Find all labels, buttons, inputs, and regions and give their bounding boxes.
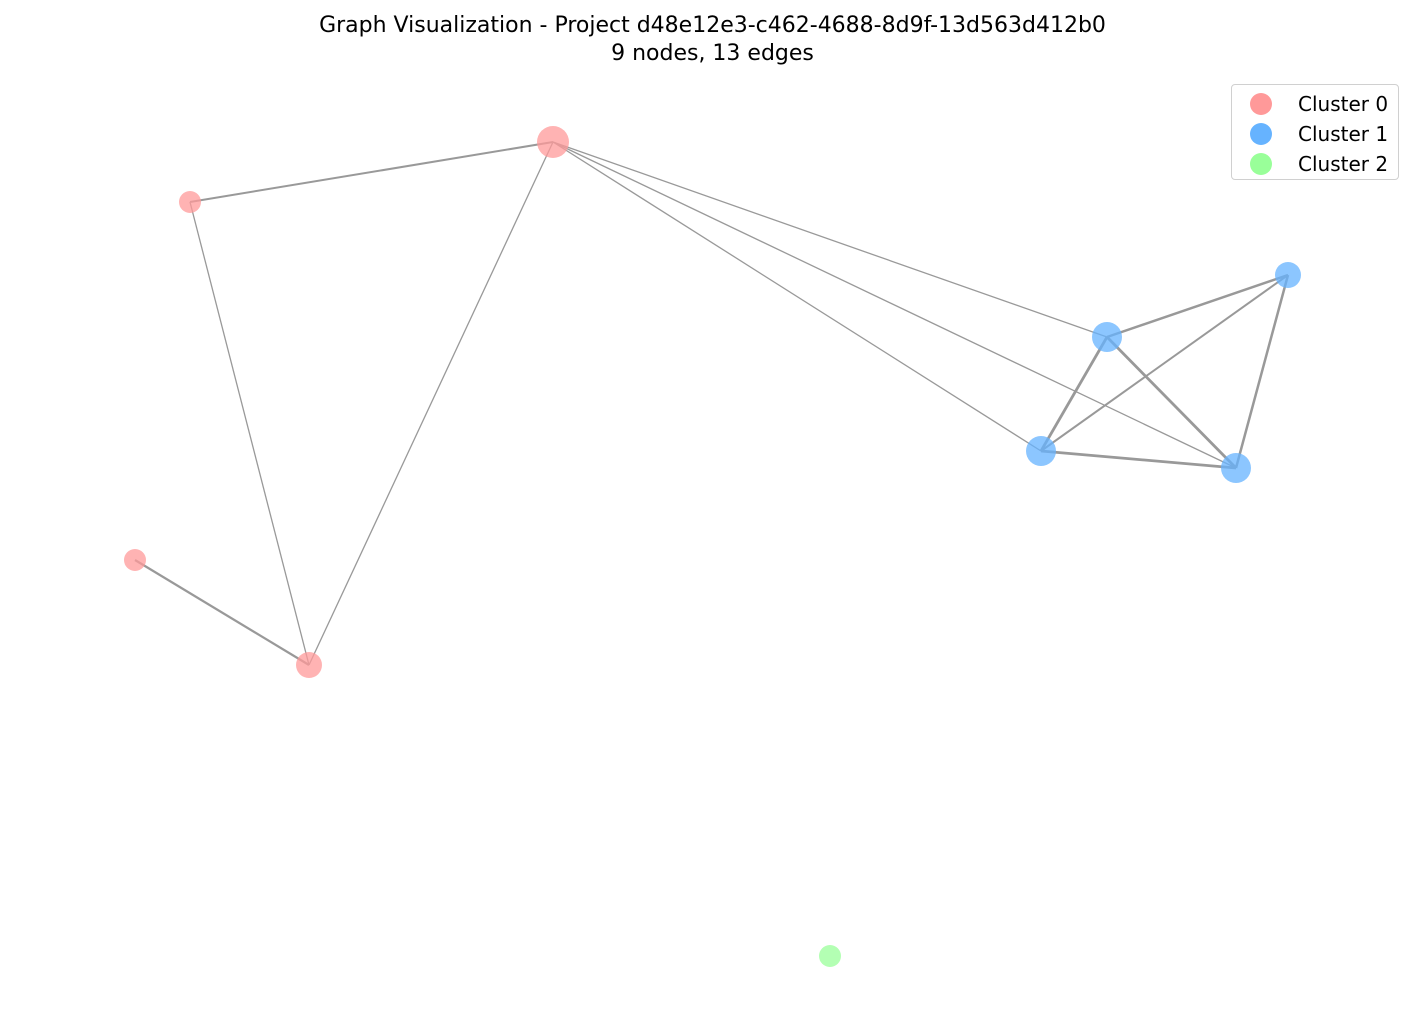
chart-subtitle: 9 nodes, 13 edges xyxy=(611,41,814,66)
legend-label-cluster-2: Cluster 2 xyxy=(1298,152,1389,176)
graph-edge-12 xyxy=(1040,449,1237,470)
graph-edge-3 xyxy=(134,559,310,666)
graph-node-5-cluster-1 xyxy=(1092,322,1122,352)
graph-edge-2 xyxy=(308,141,554,666)
legend: Cluster 0 Cluster 1 Cluster 2 xyxy=(1231,84,1399,180)
chart-title: Graph Visualization - Project d48e12e3-c… xyxy=(319,13,1106,38)
legend-label-cluster-1: Cluster 1 xyxy=(1298,122,1389,146)
graph-edge-9 xyxy=(1234,274,1290,469)
graph-edge-6 xyxy=(552,141,1237,469)
graph-node-8-cluster-2 xyxy=(819,945,841,967)
graph-edge-5 xyxy=(552,141,1042,452)
graph-edge-7 xyxy=(1106,273,1289,339)
legend-swatch-cluster-1 xyxy=(1250,123,1272,145)
graph-node-4-cluster-1 xyxy=(1275,262,1301,288)
graph-edge-0 xyxy=(189,141,554,203)
graph-edge-4 xyxy=(552,141,1108,338)
legend-label-cluster-0: Cluster 0 xyxy=(1298,92,1389,116)
graph-node-6-cluster-1 xyxy=(1026,436,1056,466)
graph-node-3-cluster-0 xyxy=(296,652,322,678)
legend-swatch-cluster-0 xyxy=(1250,93,1272,115)
graph-edge-11 xyxy=(1106,336,1237,469)
legend-item-cluster-2: Cluster 2 xyxy=(1232,149,1400,179)
nodes-group xyxy=(124,126,1301,967)
graph-node-7-cluster-1 xyxy=(1221,453,1251,483)
legend-item-cluster-1: Cluster 1 xyxy=(1232,119,1400,149)
legend-swatch-cluster-2 xyxy=(1250,153,1272,175)
edges-group xyxy=(134,141,1290,666)
graph-edge-10 xyxy=(1039,336,1109,452)
graph-edge-1 xyxy=(189,201,310,666)
graph-node-1-cluster-0 xyxy=(179,191,201,213)
graph-node-0-cluster-0 xyxy=(537,126,569,158)
legend-item-cluster-0: Cluster 0 xyxy=(1232,89,1400,119)
graph-edge-8 xyxy=(1040,274,1289,452)
graph-node-2-cluster-0 xyxy=(124,549,146,571)
